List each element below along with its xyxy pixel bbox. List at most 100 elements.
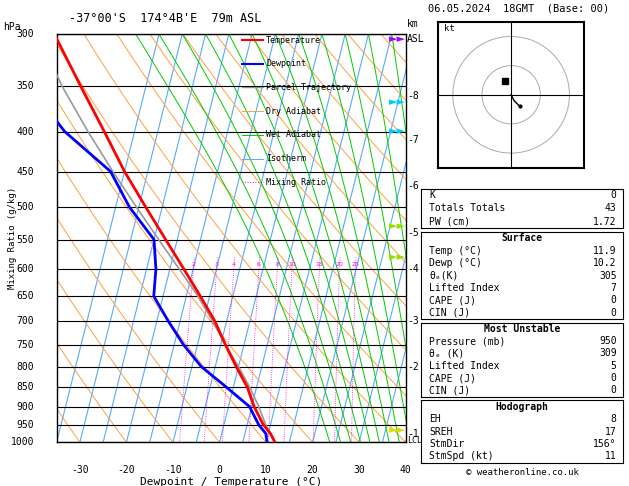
Text: 15: 15 xyxy=(316,262,323,267)
Text: 305: 305 xyxy=(599,271,616,280)
Text: CIN (J): CIN (J) xyxy=(430,385,470,396)
Text: 11: 11 xyxy=(605,451,616,461)
Text: Lifted Index: Lifted Index xyxy=(430,361,500,371)
Text: Mixing Ratio (g/kg): Mixing Ratio (g/kg) xyxy=(8,187,17,289)
Text: Surface: Surface xyxy=(501,233,543,243)
Text: Parcel Trajectory: Parcel Trajectory xyxy=(266,83,351,92)
Text: 7: 7 xyxy=(611,283,616,293)
Text: Mixing Ratio: Mixing Ratio xyxy=(266,178,326,187)
Text: 0: 0 xyxy=(611,308,616,318)
Text: 5: 5 xyxy=(611,361,616,371)
Text: 3: 3 xyxy=(214,262,219,267)
Text: ►►: ►► xyxy=(389,425,406,435)
Point xyxy=(218,108,226,114)
Text: 309: 309 xyxy=(599,348,616,359)
Text: 950: 950 xyxy=(16,420,34,430)
Text: 2: 2 xyxy=(191,262,196,267)
Text: CIN (J): CIN (J) xyxy=(430,308,470,318)
Text: -8: -8 xyxy=(408,91,419,101)
Text: 800: 800 xyxy=(16,362,34,372)
Text: 400: 400 xyxy=(16,126,34,137)
Text: 1000: 1000 xyxy=(11,437,34,447)
Point xyxy=(218,132,226,138)
Point xyxy=(218,37,226,43)
Text: 600: 600 xyxy=(16,264,34,274)
Text: 0: 0 xyxy=(611,373,616,383)
Text: kt: kt xyxy=(444,24,455,33)
Text: ►►: ►► xyxy=(389,97,406,107)
Text: 156°: 156° xyxy=(593,439,616,449)
Text: Dry Adiabat: Dry Adiabat xyxy=(266,107,321,116)
Text: 850: 850 xyxy=(16,382,34,392)
Text: 4: 4 xyxy=(232,262,236,267)
Text: EH: EH xyxy=(430,414,441,424)
Text: -37°00'S  174°4B'E  79m ASL: -37°00'S 174°4B'E 79m ASL xyxy=(69,12,262,25)
Text: 40: 40 xyxy=(400,465,411,475)
Text: K: K xyxy=(430,190,435,200)
Text: 6: 6 xyxy=(257,262,261,267)
Text: Lifted Index: Lifted Index xyxy=(430,283,500,293)
Text: 1.72: 1.72 xyxy=(593,217,616,227)
Text: Temp (°C): Temp (°C) xyxy=(430,246,482,256)
Text: 0: 0 xyxy=(611,190,616,200)
Text: -30: -30 xyxy=(71,465,89,475)
Text: 43: 43 xyxy=(605,204,616,213)
Text: -7: -7 xyxy=(408,135,419,145)
Text: 650: 650 xyxy=(16,291,34,301)
Text: ASL: ASL xyxy=(407,34,425,44)
Text: θₑ(K): θₑ(K) xyxy=(430,271,459,280)
Text: 20: 20 xyxy=(336,262,343,267)
Text: -1: -1 xyxy=(408,429,419,439)
Text: CAPE (J): CAPE (J) xyxy=(430,373,477,383)
Text: StmSpd (kt): StmSpd (kt) xyxy=(430,451,494,461)
Text: 0: 0 xyxy=(611,385,616,396)
Text: Most Unstable: Most Unstable xyxy=(484,324,560,334)
Text: SREH: SREH xyxy=(430,427,453,436)
Point xyxy=(218,179,226,185)
Text: 8: 8 xyxy=(276,262,279,267)
Text: Totals Totals: Totals Totals xyxy=(430,204,506,213)
Text: -20: -20 xyxy=(118,465,135,475)
Point xyxy=(218,85,226,90)
Text: 0: 0 xyxy=(611,295,616,305)
Text: Dewpoint / Temperature (°C): Dewpoint / Temperature (°C) xyxy=(140,477,322,486)
Text: -3: -3 xyxy=(408,316,419,326)
Text: -4: -4 xyxy=(408,264,419,274)
Text: LCL: LCL xyxy=(408,436,423,445)
Text: Hodograph: Hodograph xyxy=(496,402,548,412)
Text: 17: 17 xyxy=(605,427,616,436)
Text: Pressure (mb): Pressure (mb) xyxy=(430,336,506,346)
Text: 10: 10 xyxy=(260,465,272,475)
Text: hPa: hPa xyxy=(3,21,21,32)
Point xyxy=(218,61,226,67)
Text: 11.9: 11.9 xyxy=(593,246,616,256)
Text: 25: 25 xyxy=(352,262,359,267)
Point xyxy=(218,179,226,185)
Text: 8: 8 xyxy=(611,414,616,424)
Text: 0: 0 xyxy=(216,465,223,475)
Text: ►►: ►► xyxy=(389,221,406,231)
Text: 20: 20 xyxy=(307,465,318,475)
Text: 300: 300 xyxy=(16,29,34,39)
Text: θₑ (K): θₑ (K) xyxy=(430,348,465,359)
Text: -10: -10 xyxy=(164,465,182,475)
Text: © weatheronline.co.uk: © weatheronline.co.uk xyxy=(465,468,579,477)
Text: CAPE (J): CAPE (J) xyxy=(430,295,477,305)
Text: Wet Adiabat: Wet Adiabat xyxy=(266,130,321,139)
Text: ►►: ►► xyxy=(389,34,406,44)
Text: 950: 950 xyxy=(599,336,616,346)
Text: Temperature: Temperature xyxy=(266,35,321,45)
Text: Isotherm: Isotherm xyxy=(266,154,306,163)
Point xyxy=(218,108,226,114)
Text: 550: 550 xyxy=(16,235,34,244)
Text: 350: 350 xyxy=(16,81,34,91)
Text: 10.2: 10.2 xyxy=(593,258,616,268)
Point xyxy=(218,61,226,67)
Text: 500: 500 xyxy=(16,202,34,212)
Text: 700: 700 xyxy=(16,316,34,326)
Text: -2: -2 xyxy=(408,362,419,372)
Text: 450: 450 xyxy=(16,167,34,176)
Point xyxy=(218,37,226,43)
Point xyxy=(218,132,226,138)
Point xyxy=(218,156,226,161)
